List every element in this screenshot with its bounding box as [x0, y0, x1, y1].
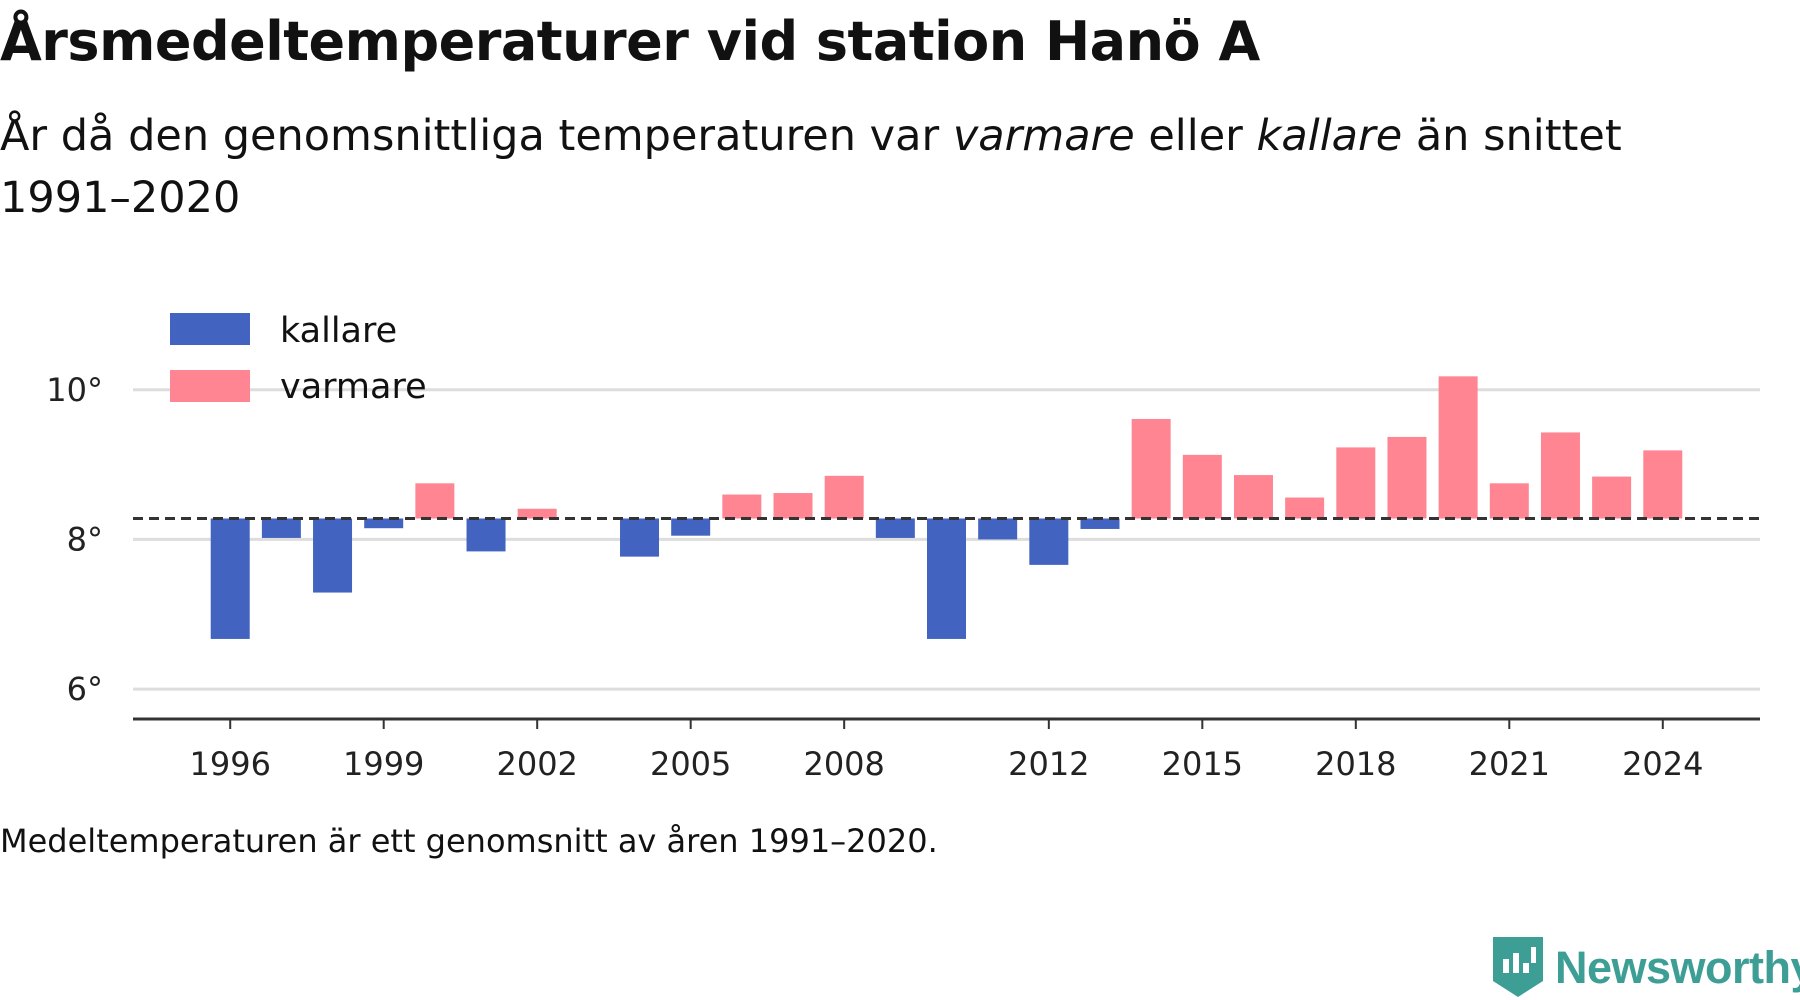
x-axis-ticks: 1996 1999 2002 2005 2008 2012 2015 2018 2021 2024: [189, 719, 1704, 783]
brand-logo[interactable]: Newsworthy: [1493, 937, 1800, 998]
bar-2014: [1131, 418, 1171, 519]
bar-2004: [620, 518, 660, 557]
x-tick-label: 2005: [650, 745, 731, 783]
bar-2000: [415, 483, 455, 519]
legend-label-cold: kallare: [280, 311, 397, 351]
legend: kallare varmare: [170, 311, 427, 407]
bar-2020: [1438, 376, 1478, 519]
x-tick-label: 1996: [189, 745, 270, 783]
bar-2018: [1336, 447, 1376, 519]
bar-2002: [517, 508, 557, 519]
bar-1998: [313, 518, 353, 593]
bar-2019: [1387, 436, 1427, 519]
x-tick-label: 1999: [343, 745, 424, 783]
x-tick-label: 2018: [1315, 745, 1396, 783]
subtitle-text-1: År då den genomsnittliga temperaturen va…: [0, 111, 953, 161]
x-tick-label: 2024: [1622, 745, 1703, 783]
bar-2021: [1489, 483, 1529, 519]
bar-2023: [1592, 476, 1632, 519]
bar-2015: [1182, 454, 1222, 519]
bar-2001: [466, 518, 506, 552]
bar-2022: [1540, 432, 1580, 519]
bar-2009: [875, 518, 915, 538]
subtitle-warmer: varmare: [952, 111, 1135, 161]
bar-2013: [1080, 518, 1120, 529]
bar-2012: [1029, 518, 1069, 565]
bar-2006: [722, 494, 762, 519]
x-tick-label: 2015: [1162, 745, 1243, 783]
y-tick-label: 10°: [46, 371, 103, 409]
y-tick-label: 6°: [67, 670, 103, 708]
bar-2007: [773, 493, 813, 519]
brand-name: Newsworthy: [1555, 942, 1800, 993]
bar-2016: [1233, 475, 1273, 519]
bar-2010: [927, 518, 966, 639]
bar-2017: [1285, 497, 1325, 519]
y-axis-labels: 6° 8° 10°: [46, 371, 103, 708]
x-tick-label: 2002: [496, 745, 577, 783]
newsworthy-logo-icon: [1493, 937, 1543, 997]
x-tick-label: 2021: [1469, 745, 1550, 783]
temperature-bar-chart: 6° 8° 10° 1996 1999 2002 2005 2008 2012 2015 2018…: [46, 311, 1760, 783]
bar-1997: [261, 518, 301, 538]
bar-2005: [671, 518, 711, 536]
chart-title: Årsmedeltemperaturer vid station Hanö A: [0, 10, 1260, 73]
legend-swatch-cold: [170, 313, 250, 345]
bar-2008: [824, 475, 864, 519]
y-tick-label: 8°: [67, 520, 103, 558]
bar-1996: [210, 518, 250, 639]
subtitle-text-2: eller: [1134, 111, 1257, 161]
bars: [210, 376, 1683, 639]
bar-2011: [978, 518, 1018, 540]
x-tick-label: 2012: [1008, 745, 1089, 783]
legend-swatch-warm: [170, 370, 250, 402]
subtitle-colder: kallare: [1256, 111, 1403, 161]
chart-subtitle: År då den genomsnittliga temperaturen va…: [0, 105, 1700, 229]
subtitle-text-3: än snittet 1991–2020: [0, 111, 1622, 223]
bar-2024: [1643, 450, 1683, 519]
footnote: Medeltemperaturen är ett genomsnitt av å…: [0, 822, 938, 860]
x-tick-label: 2008: [803, 745, 884, 783]
legend-label-warm: varmare: [280, 367, 427, 407]
bar-1999: [364, 518, 404, 529]
